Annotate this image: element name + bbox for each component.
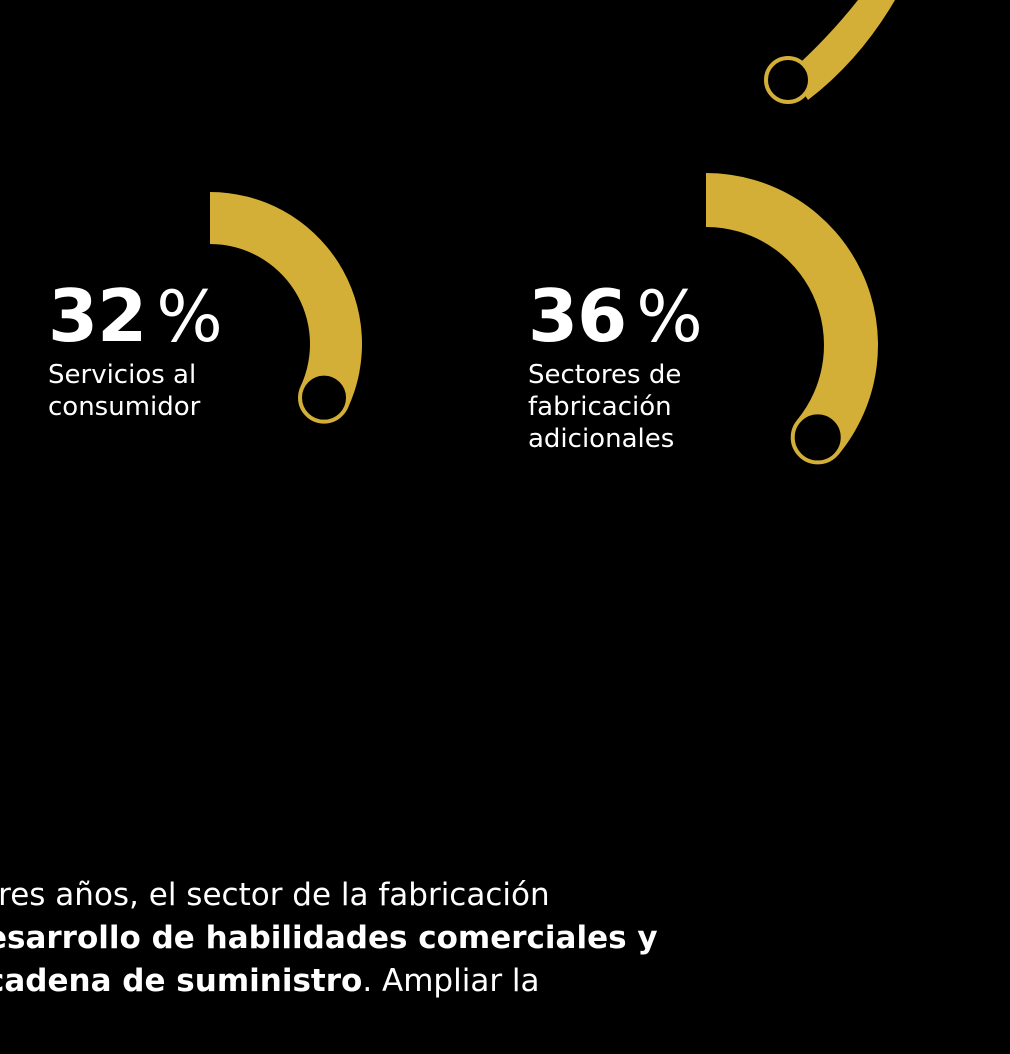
stat-label-line: fabricación xyxy=(528,392,672,422)
stat-additional-manufacturing: 36% Sectores de fabricación adicionales xyxy=(528,280,768,455)
donut-arc-segment xyxy=(210,192,362,409)
percent-value: 36% xyxy=(528,274,703,358)
donut-arc-additional-manufacturing xyxy=(706,173,878,465)
donut-arc-end-cap xyxy=(764,56,812,104)
stat-consumer-services: 32% Servicios al consumidor xyxy=(48,280,288,423)
paragraph-line-2: esarrollo de habilidades comerciales y xyxy=(0,917,996,960)
donut-arc-segment xyxy=(706,173,878,455)
donut-arc-end-cap xyxy=(298,371,351,424)
stat-label-line: consumidor xyxy=(48,392,201,422)
stat-label-line: Servicios al xyxy=(48,360,197,390)
stat-label-line: Sectores de xyxy=(528,360,682,390)
donut-arc-consumer-services xyxy=(210,192,362,424)
stat-label-line: adicionales xyxy=(528,424,675,454)
percent-value: 32% xyxy=(48,274,223,358)
paragraph-bold-text: cadena de suministro xyxy=(0,963,363,999)
donut-arc-cropped xyxy=(764,0,895,104)
paragraph-plain-text: . Ampliar la xyxy=(362,963,540,999)
body-paragraph: tres años, el sector de la fabricación e… xyxy=(0,874,996,1003)
stat-label: Sectores de fabricación adicionales xyxy=(528,359,768,455)
paragraph-bold-text: esarrollo de habilidades comerciales y xyxy=(0,920,658,956)
paragraph-line-1: tres años, el sector de la fabricación xyxy=(0,877,550,913)
donut-arc-segment xyxy=(790,0,895,100)
stat-label: Servicios al consumidor xyxy=(48,359,288,423)
donut-arc-end-cap xyxy=(790,410,845,465)
paragraph-line-3: cadena de suministro. Ampliar la xyxy=(0,960,996,1003)
